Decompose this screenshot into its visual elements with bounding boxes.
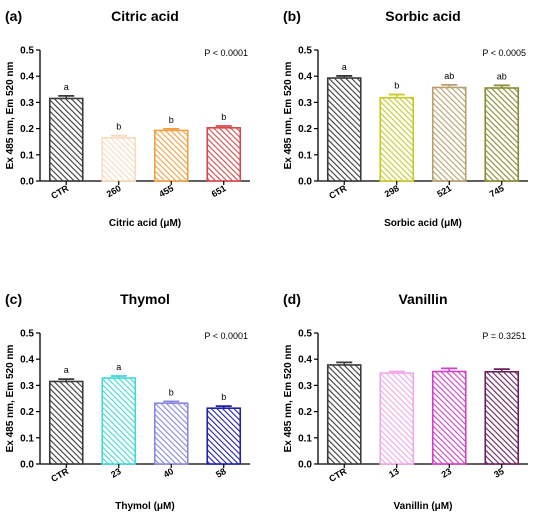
x-tick-label: CTR	[49, 466, 70, 484]
panel-title: Thymol	[120, 291, 170, 307]
x-tick-label: 23	[440, 466, 454, 480]
x-tick-label: CTR	[327, 183, 348, 201]
p-value: P = 0.3251	[482, 331, 526, 341]
y-tick-label: 0.3	[298, 381, 312, 392]
y-tick-label: 0.1	[20, 150, 34, 161]
chart-panel-3: (d) Vanillin 0.0 0.1 0.2 0.3 0.4 0.5 Ex 485 nm, …	[283, 291, 528, 512]
y-tick-label: 0.5	[20, 46, 34, 57]
significance-label: b	[116, 122, 121, 132]
bar	[431, 370, 467, 465]
bar	[379, 372, 415, 465]
y-tick-label: 0.5	[298, 329, 312, 340]
y-tick-label: 0.1	[298, 150, 312, 161]
y-tick-label: 0.4	[20, 72, 34, 83]
significance-label: b	[221, 392, 226, 402]
x-tick-label: CTR	[49, 183, 70, 201]
x-tick-label: 260	[105, 183, 123, 199]
x-axis-title: Thymol (μM)	[115, 501, 174, 512]
x-tick-label: 40	[162, 466, 176, 480]
significance-label: b	[169, 115, 174, 125]
x-tick-label: 13	[387, 466, 401, 480]
y-tick-label: 0.0	[298, 177, 312, 188]
y-tick-label: 0.3	[20, 98, 34, 109]
chart-panel-0: (a) Citric acid 0.0 0.1 0.2 0.3 0.4 0.5 Ex 485 n…	[5, 8, 250, 229]
significance-label: a	[342, 62, 347, 72]
y-tick-label: 0.1	[298, 433, 312, 444]
bar	[101, 377, 137, 465]
y-tick-label: 0.3	[298, 98, 312, 109]
panel-letter: (a)	[5, 8, 22, 24]
y-tick-label: 0.2	[20, 124, 34, 135]
bar	[153, 129, 189, 182]
panel-letter: (d)	[283, 291, 301, 307]
significance-label: ab	[444, 71, 454, 81]
y-tick-label: 0.4	[298, 72, 312, 83]
bar	[379, 96, 415, 182]
y-tick-label: 0.2	[298, 124, 312, 135]
x-tick-label: 455	[157, 183, 175, 199]
bar	[431, 86, 467, 182]
x-axis-title: Citric acid (μM)	[109, 218, 181, 229]
significance-label: b	[221, 112, 226, 122]
significance-label: b	[169, 387, 174, 397]
x-tick-label: 651	[210, 183, 228, 199]
x-axis-title: Sorbic acid (μM)	[384, 218, 462, 229]
x-tick-label: 23	[109, 466, 123, 480]
bar	[484, 87, 520, 182]
y-tick-label: 0.3	[20, 381, 34, 392]
y-tick-label: 0.1	[20, 433, 34, 444]
y-tick-label: 0.5	[20, 329, 34, 340]
y-axis-title: Ex 485 nm, Em 520 nm	[283, 61, 294, 169]
bar	[153, 402, 189, 465]
y-tick-label: 0.0	[298, 460, 312, 471]
chart-panel-2: (c) Thymol 0.0 0.1 0.2 0.3 0.4 0.5 Ex 485 nm, Em…	[5, 291, 250, 512]
bar	[48, 380, 84, 465]
x-tick-label: 58	[214, 466, 228, 480]
panel-title: Vanillin	[398, 291, 447, 307]
bar	[206, 127, 242, 182]
x-axis-title: Vanillin (μM)	[394, 501, 453, 512]
y-axis-title: Ex 485 nm, Em 520 nm	[283, 344, 294, 452]
significance-label: a	[116, 362, 121, 372]
significance-label: b	[394, 81, 399, 91]
x-tick-label: 521	[435, 183, 453, 199]
panel-title: Sorbic acid	[385, 8, 460, 24]
bar	[326, 364, 362, 465]
panel-title: Citric acid	[111, 8, 179, 24]
y-tick-label: 0.2	[20, 407, 34, 418]
x-tick-label: 745	[488, 183, 506, 199]
panel-letter: (c)	[5, 291, 22, 307]
significance-label: a	[64, 365, 69, 375]
bar	[206, 407, 242, 465]
bar	[326, 77, 362, 182]
y-axis-title: Ex 485 nm, Em 520 nm	[5, 344, 16, 452]
y-tick-label: 0.4	[298, 355, 312, 366]
y-tick-label: 0.0	[20, 177, 34, 188]
y-tick-label: 0.5	[298, 46, 312, 57]
p-value: P < 0.0001	[204, 48, 248, 58]
p-value: P < 0.0005	[482, 48, 526, 58]
y-axis-title: Ex 485 nm, Em 520 nm	[5, 61, 16, 169]
y-tick-label: 0.2	[298, 407, 312, 418]
significance-label: ab	[497, 71, 507, 81]
x-tick-label: 298	[383, 183, 401, 199]
y-tick-label: 0.4	[20, 355, 34, 366]
panel-letter: (b)	[283, 8, 301, 24]
x-tick-label: 35	[492, 466, 506, 480]
bar	[48, 97, 84, 182]
p-value: P < 0.0001	[204, 331, 248, 341]
chart-panel-1: (b) Sorbic acid 0.0 0.1 0.2 0.3 0.4 0.5 Ex 485 n…	[283, 8, 528, 229]
significance-label: a	[64, 82, 69, 92]
y-tick-label: 0.0	[20, 460, 34, 471]
bar	[101, 136, 137, 182]
bar	[484, 370, 520, 465]
x-tick-label: CTR	[327, 466, 348, 484]
